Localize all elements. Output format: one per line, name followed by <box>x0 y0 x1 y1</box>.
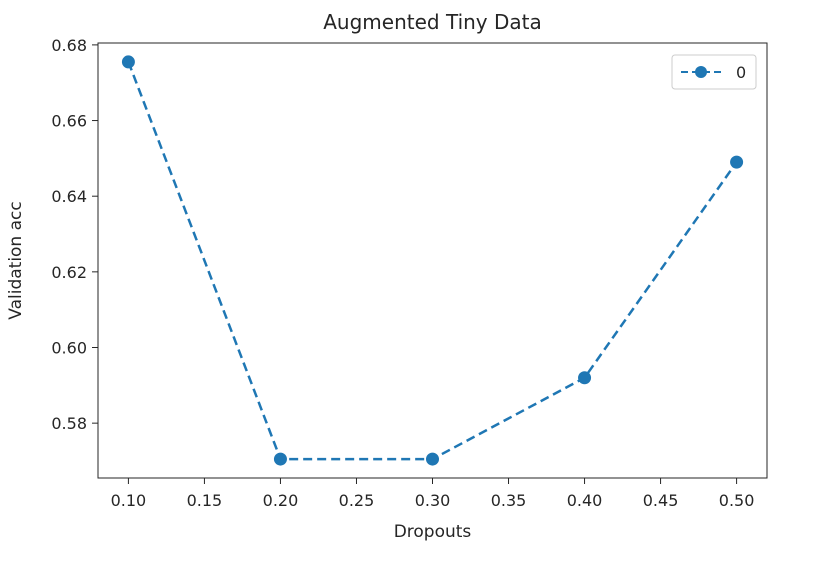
y-tick-label: 0.66 <box>51 112 87 131</box>
x-tick-label: 0.15 <box>187 491 223 510</box>
y-tick-label: 0.68 <box>51 36 87 55</box>
y-tick-label: 0.64 <box>51 187 87 206</box>
data-point <box>426 452 439 466</box>
x-tick-label: 0.45 <box>643 491 679 510</box>
x-tick-label: 0.25 <box>339 491 375 510</box>
x-tick-label: 0.50 <box>719 491 755 510</box>
x-axis-title: Dropouts <box>394 522 472 542</box>
x-tick-label: 0.40 <box>567 491 603 510</box>
y-tick-label: 0.58 <box>51 414 87 433</box>
y-axis-title: Validation acc <box>6 201 26 319</box>
data-point <box>273 452 287 466</box>
y-tick-label: 0.60 <box>51 339 87 358</box>
plot-area-frame <box>97 42 768 479</box>
legend-marker-icon <box>695 66 707 78</box>
x-tick-label: 0.10 <box>111 491 147 510</box>
y-axis: 0.58 0.60 0.62 0.64 0.66 0.68 <box>51 36 98 433</box>
data-point <box>578 371 592 385</box>
x-tick-label: 0.20 <box>263 491 299 510</box>
series-layer <box>121 55 744 466</box>
x-axis: 0.10 0.15 0.20 0.25 0.30 0.35 0.40 0.45 0.50 <box>111 478 755 510</box>
chart-title: Augmented Tiny Data <box>323 10 542 34</box>
y-tick-label: 0.62 <box>51 263 87 282</box>
legend-label: 0 <box>736 63 746 82</box>
x-tick-label: 0.35 <box>491 491 527 510</box>
legend: 0 <box>671 54 757 90</box>
x-tick-label: 0.30 <box>415 491 451 510</box>
data-point <box>730 155 744 169</box>
data-point <box>121 55 135 69</box>
series-line <box>127 61 738 461</box>
